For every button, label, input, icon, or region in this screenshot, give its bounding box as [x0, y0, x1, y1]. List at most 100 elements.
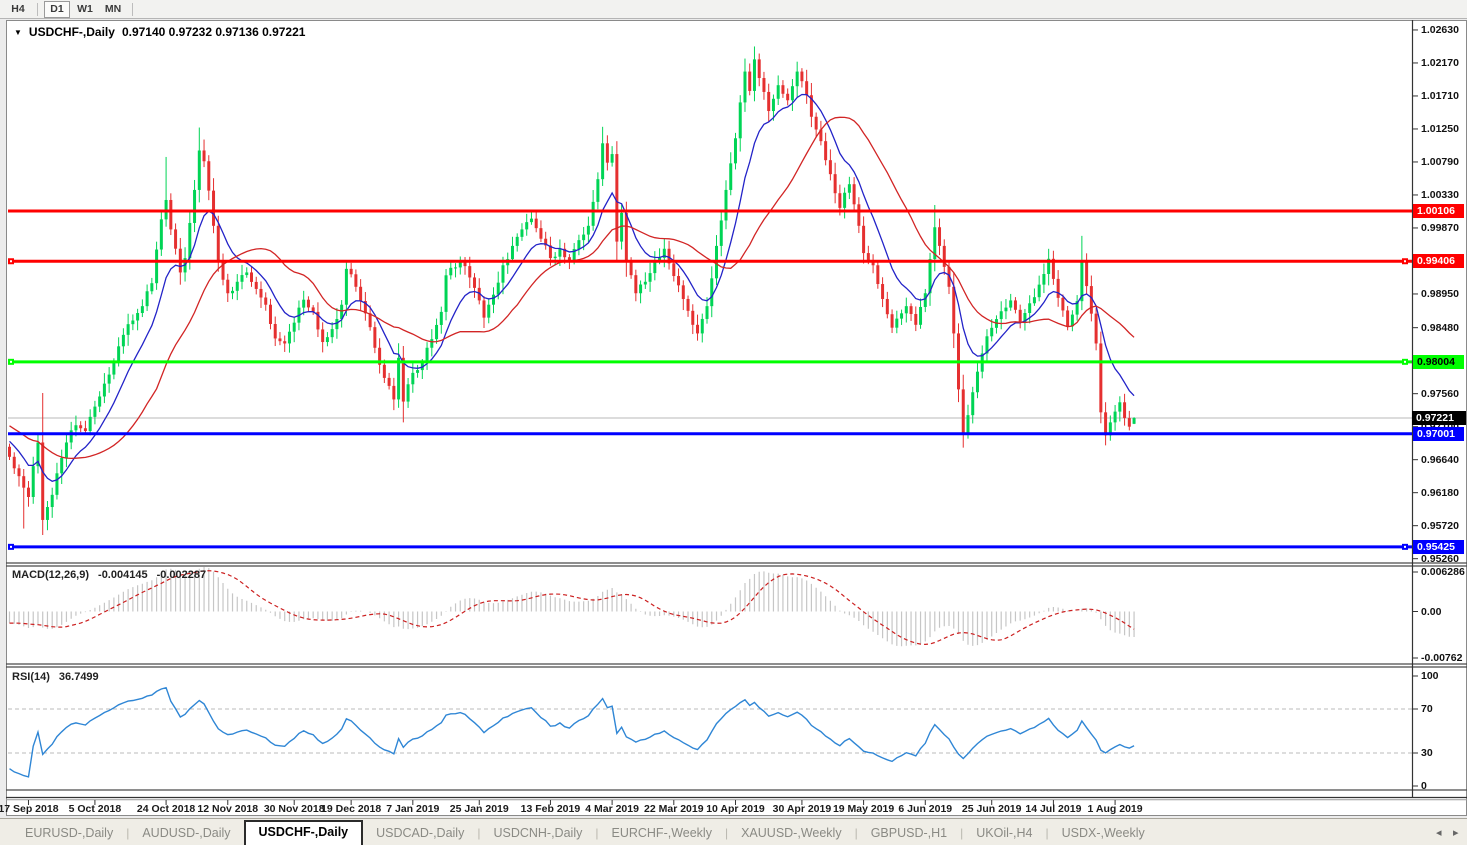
candle-body [1066, 310, 1070, 327]
candle-body [1118, 402, 1122, 412]
candle-body [1108, 422, 1112, 436]
candle-body [691, 310, 695, 325]
candle-body [197, 150, 201, 190]
candle-body [1037, 284, 1041, 298]
candle-body [847, 184, 851, 193]
candle-body [786, 93, 790, 101]
timeframe-button-h4[interactable]: H4 [11, 3, 25, 15]
candle-body [136, 313, 140, 321]
candle-body [572, 249, 576, 261]
candle-body [193, 189, 197, 223]
candle-body [776, 85, 780, 99]
candle-body [60, 457, 64, 474]
candle-body [971, 392, 975, 416]
candle-body [335, 318, 339, 330]
tab-ukoil-h4[interactable]: UKOil-,H4 [976, 826, 1033, 840]
tab-eurchf-weekly[interactable]: EURCHF-,Weekly [611, 826, 712, 840]
candle-body [591, 201, 595, 226]
candle-body [330, 329, 334, 338]
tab-usdcad-daily[interactable]: USDCAD-,Daily [376, 826, 465, 840]
candle-body [838, 193, 842, 208]
candle-body [876, 265, 880, 285]
candle-body [126, 324, 130, 335]
candle-body [596, 179, 600, 202]
candle-body [1032, 297, 1036, 304]
candle-body [155, 249, 159, 284]
tab-separator: | [126, 826, 130, 840]
candle-body [762, 78, 766, 92]
candle-body [240, 275, 244, 282]
timeframe-button-d1[interactable]: D1 [44, 0, 70, 18]
candle-body [1018, 309, 1022, 322]
candle-body [273, 323, 277, 339]
tab-audusd-daily[interactable]: AUDUSD-,Daily [142, 826, 231, 840]
candle-body [629, 261, 633, 276]
candle-body [672, 263, 676, 277]
candle-body [401, 357, 405, 402]
candle-body [890, 314, 894, 328]
candle-body [69, 430, 73, 443]
candle-body [487, 304, 491, 318]
candle-body [724, 189, 728, 221]
macd-signal-line [9, 570, 1135, 646]
candle-body [833, 174, 837, 194]
candle-body [1123, 402, 1127, 419]
candle-body [202, 150, 206, 162]
candle-body [449, 267, 453, 276]
candle-body [928, 259, 932, 294]
tab-xauusd-weekly[interactable]: XAUUSD-,Weekly [741, 826, 842, 840]
candle-body [22, 476, 26, 488]
timeframe-button-w1[interactable]: W1 [77, 3, 93, 15]
tab-usdchf-daily[interactable]: USDCHF-,Daily [243, 820, 364, 845]
line-handle-dot [10, 545, 12, 548]
tab-gbpusd-h1[interactable]: GBPUSD-,H1 [870, 826, 948, 840]
timeframe-toolbar: H4 D1 W1 MN [0, 0, 1467, 19]
tabs-scroll-right-icon[interactable]: ▸ [1453, 827, 1459, 839]
candle-body [767, 91, 771, 112]
candle-body [904, 306, 908, 314]
candle-body [188, 222, 192, 259]
candle-body [866, 253, 870, 262]
candle-body [435, 324, 439, 340]
candle-body [169, 199, 173, 230]
candle-body [795, 71, 799, 87]
ma-fast-line [9, 93, 1135, 483]
tab-usdx-weekly[interactable]: USDX-,Weekly [1061, 826, 1145, 840]
candle-body [933, 227, 937, 260]
candle-body [919, 306, 923, 325]
candle-body [729, 163, 733, 190]
tab-eurusd-daily[interactable]: EURUSD-,Daily [25, 826, 114, 840]
candle-body [1070, 314, 1074, 327]
candle-body [363, 301, 367, 314]
tab-separator: | [595, 826, 599, 840]
candle-body [828, 160, 832, 175]
candle-body [961, 389, 965, 434]
timeframe-button-mn[interactable]: MN [104, 3, 122, 15]
candle-body [1094, 313, 1098, 344]
candle-body [26, 487, 30, 497]
candle-body [624, 212, 628, 262]
tabs-scroll-left-icon[interactable]: ◂ [1436, 827, 1442, 839]
candle-body [558, 248, 562, 257]
candle-body [45, 507, 49, 520]
candle-body [117, 346, 121, 363]
candle-body [491, 294, 495, 305]
candle-body [344, 268, 348, 305]
candle-body [1113, 411, 1117, 423]
candle-body [501, 265, 505, 283]
candle-body [420, 362, 424, 371]
candle-body [473, 277, 477, 288]
candle-body [805, 81, 809, 96]
candle-body [1013, 300, 1017, 310]
candle-body [444, 275, 448, 312]
candle-body [102, 383, 106, 397]
candle-body [83, 428, 87, 431]
line-handle-dot [1404, 260, 1406, 263]
candle-body [254, 281, 258, 289]
candle-body [245, 272, 249, 276]
tab-usdcnh-daily[interactable]: USDCNH-,Daily [493, 826, 583, 840]
rsi-line [9, 686, 1135, 778]
candle-body [752, 59, 756, 91]
candle-body [1023, 312, 1027, 322]
